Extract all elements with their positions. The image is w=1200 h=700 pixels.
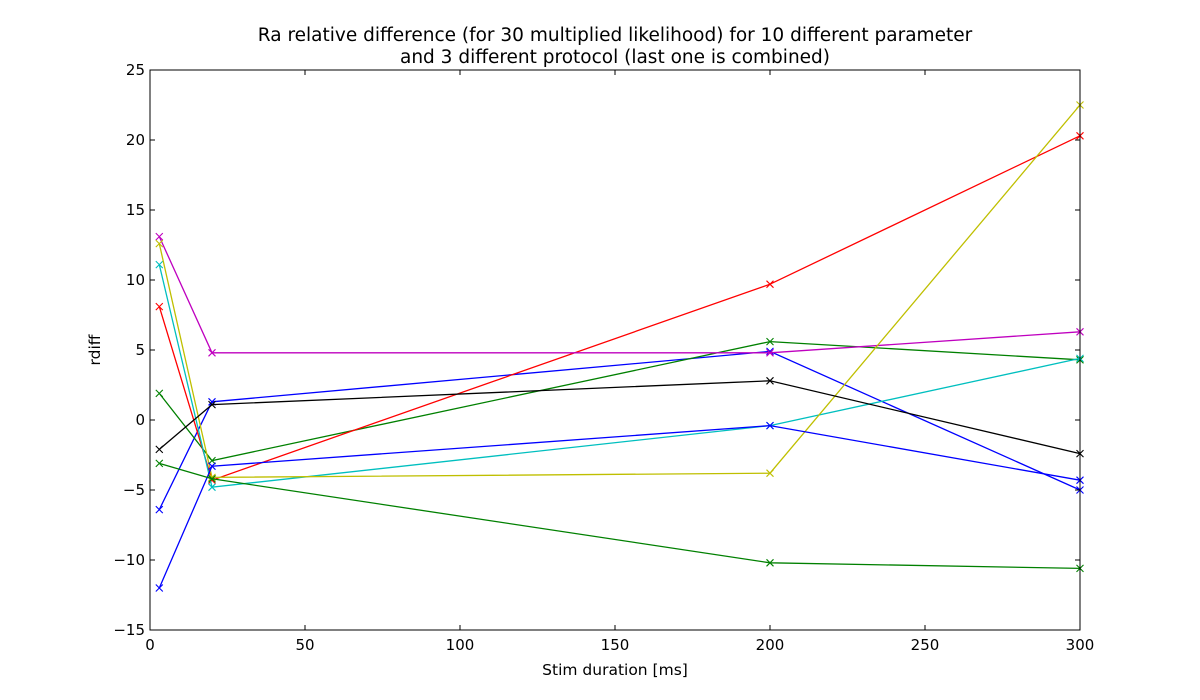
y-tick-label: 25: [126, 61, 145, 79]
data-point: [766, 421, 774, 430]
x-tick-label: 250: [911, 636, 940, 654]
data-point: [208, 462, 216, 471]
x-tick-label: 300: [1066, 636, 1095, 654]
y-tick-label: 15: [126, 201, 145, 219]
data-point: [155, 445, 164, 454]
x-tick-label: 0: [145, 636, 155, 654]
data-point: [766, 469, 774, 478]
y-tick-label: 10: [126, 271, 145, 289]
series-line: [158, 264, 1081, 488]
data-point: [208, 483, 216, 492]
x-tick-label: 200: [756, 636, 785, 654]
ticks-layer: 0 50 100 150 200 250 300 −15 −10 −5 0 5 10 15 20 25: [113, 61, 1094, 654]
series-line: [158, 236, 1081, 354]
data-point: [155, 232, 164, 241]
series-5: [155, 232, 1084, 357]
series-7: [155, 376, 1084, 458]
series-3: [155, 131, 1084, 485]
data-point: [155, 239, 164, 248]
data-point: [766, 280, 774, 289]
data-point: [766, 558, 774, 567]
series-line: [159, 462, 1081, 570]
chart-title-line-1: Ra relative difference (for 30 multiplie…: [258, 25, 973, 46]
y-tick-label: −15: [113, 621, 145, 639]
series-layer: [155, 101, 1084, 592]
data-point: [155, 260, 164, 269]
data-point: [766, 337, 774, 346]
y-tick-label: 20: [126, 131, 145, 149]
data-point: [766, 348, 774, 357]
x-axis-label: Stim duration [ms]: [542, 661, 688, 679]
data-point: [155, 389, 164, 398]
series-line: [158, 424, 1081, 589]
y-tick-label: −5: [123, 481, 145, 499]
y-tick-label: 0: [135, 411, 145, 429]
chart-title-line-2: and 3 different protocol (last one is co…: [400, 47, 830, 68]
x-tick-label: 150: [601, 636, 630, 654]
data-point: [155, 459, 164, 468]
plot-frame: [149, 69, 1081, 631]
data-point: [766, 376, 774, 385]
data-point: [208, 456, 216, 465]
series-6: [155, 101, 1084, 482]
y-tick-label: −10: [113, 551, 145, 569]
data-point: [766, 347, 774, 356]
series-1: [155, 347, 1084, 514]
data-point: [155, 302, 164, 311]
data-point: [155, 505, 164, 514]
series-9: [155, 459, 1084, 573]
data-point: [208, 474, 216, 483]
series-line: [158, 350, 1081, 510]
y-axis-label: rdiff: [86, 334, 104, 365]
x-tick-label: 50: [295, 636, 314, 654]
y-tick-label: 5: [135, 341, 145, 359]
x-tick-label: 100: [446, 636, 475, 654]
series-line: [158, 104, 1081, 479]
series-line: [158, 380, 1081, 455]
data-point: [208, 348, 216, 357]
data-point: [208, 400, 216, 409]
series-line: [158, 135, 1081, 482]
data-point: [155, 584, 164, 592]
